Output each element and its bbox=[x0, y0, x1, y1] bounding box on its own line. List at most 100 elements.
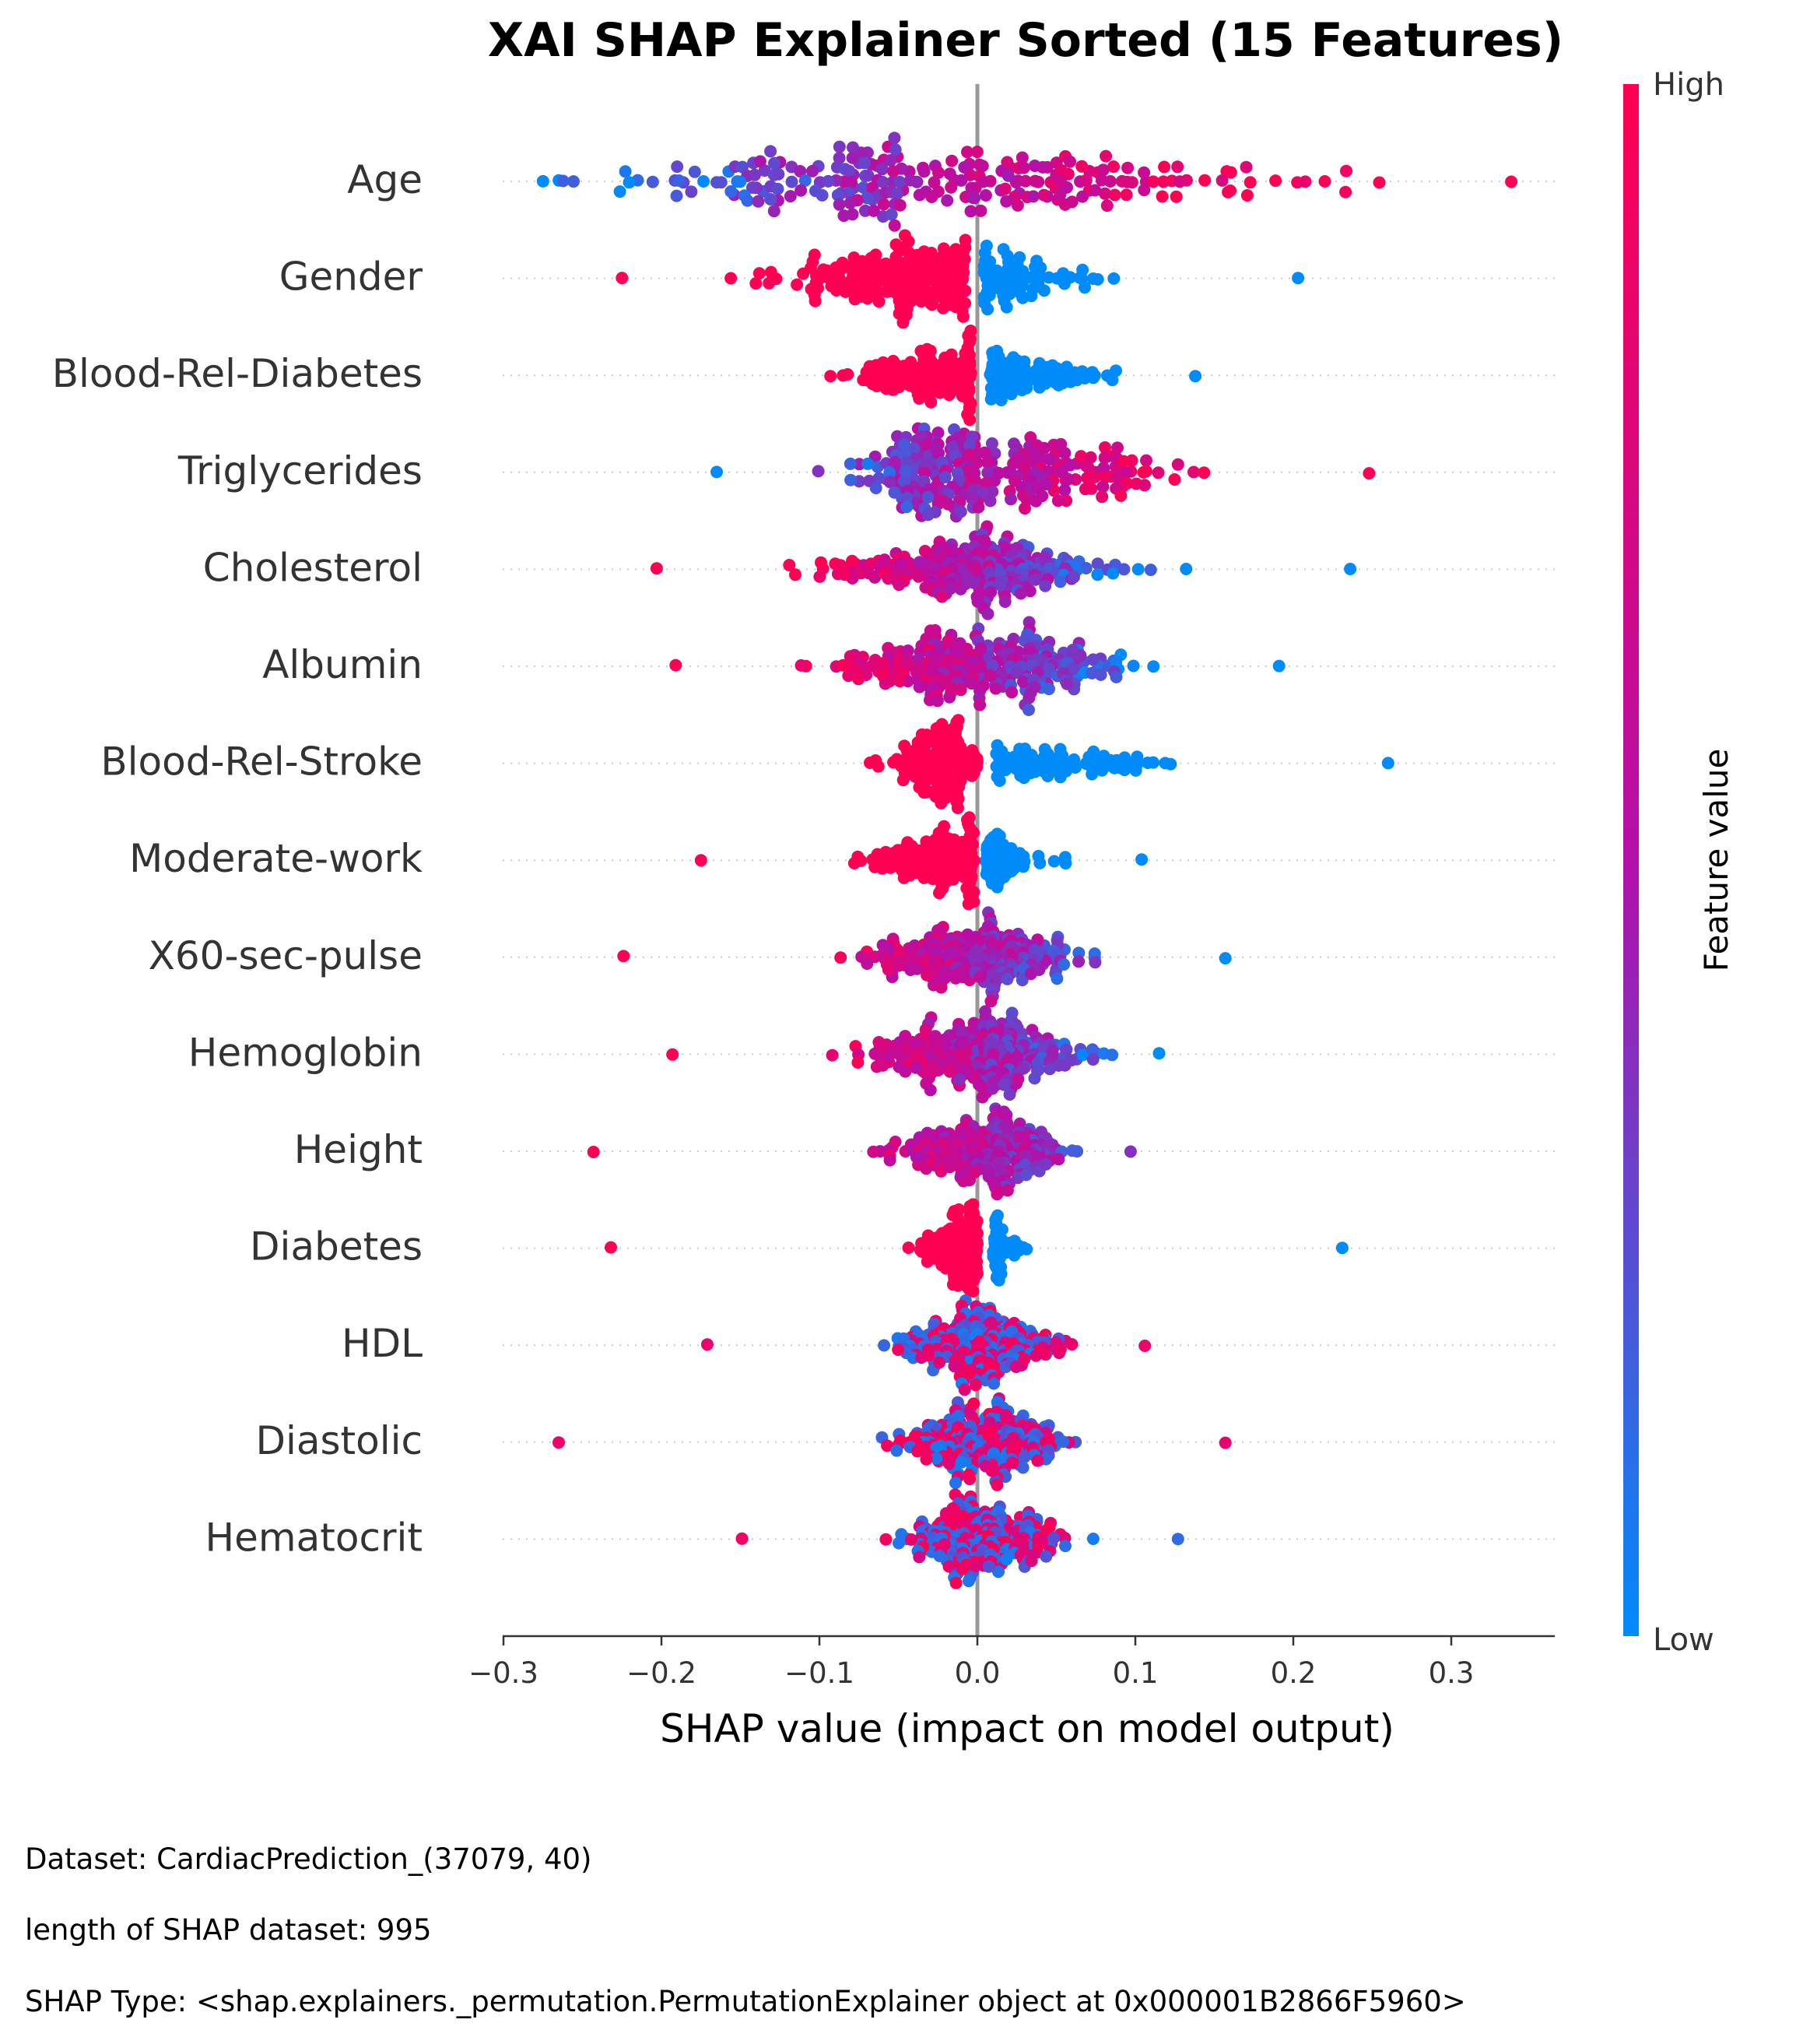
shap-point bbox=[1094, 668, 1107, 681]
shap-point bbox=[982, 1560, 995, 1573]
shap-point bbox=[1005, 493, 1017, 506]
x-tick-label: −0.2 bbox=[626, 1656, 696, 1690]
shap-point bbox=[851, 1056, 865, 1069]
shap-point bbox=[892, 959, 905, 972]
shap-point bbox=[981, 456, 994, 469]
shap-point bbox=[1008, 437, 1020, 451]
shap-point bbox=[1079, 281, 1091, 294]
shap-point bbox=[1012, 1244, 1026, 1257]
shap-point bbox=[907, 442, 921, 455]
shap-point bbox=[931, 694, 944, 708]
shap-point bbox=[1014, 587, 1027, 600]
shap-point bbox=[945, 154, 959, 167]
shap-point bbox=[1091, 557, 1104, 571]
shap-point bbox=[752, 267, 766, 280]
shap-point bbox=[841, 368, 854, 381]
shap-point bbox=[1124, 1145, 1137, 1158]
shap-point bbox=[973, 158, 987, 171]
shap-point bbox=[844, 196, 857, 209]
feature-label: Diastolic bbox=[255, 1418, 423, 1463]
shap-point bbox=[991, 1478, 1004, 1491]
shap-point bbox=[928, 1252, 942, 1265]
shap-point bbox=[1299, 175, 1312, 188]
shap-point bbox=[1086, 767, 1099, 781]
shap-point bbox=[872, 472, 886, 485]
shap-point bbox=[1012, 1073, 1025, 1086]
shap-point bbox=[999, 1246, 1012, 1259]
shap-point bbox=[587, 1146, 600, 1158]
shap-point bbox=[955, 1456, 968, 1469]
shap-point bbox=[913, 680, 926, 694]
shap-point bbox=[791, 278, 804, 291]
shap-point bbox=[963, 1473, 977, 1486]
shap-point bbox=[865, 659, 879, 673]
shap-point bbox=[984, 995, 998, 1008]
shap-point bbox=[986, 1082, 999, 1095]
shap-point bbox=[1019, 502, 1031, 515]
shap-point bbox=[822, 174, 835, 188]
shap-point bbox=[986, 659, 998, 672]
shap-point bbox=[977, 679, 990, 692]
shap-point bbox=[831, 188, 844, 202]
shap-point bbox=[616, 272, 629, 285]
shap-point bbox=[1033, 267, 1046, 280]
shap-point bbox=[921, 968, 934, 982]
feature-label: Albumin bbox=[262, 642, 423, 687]
shap-point bbox=[1016, 151, 1029, 164]
shap-point bbox=[1054, 175, 1068, 188]
shap-point bbox=[650, 562, 663, 575]
shap-point bbox=[976, 1090, 989, 1104]
shap-point bbox=[770, 272, 783, 286]
shap-point bbox=[966, 1285, 980, 1298]
shap-point bbox=[768, 156, 780, 170]
shap-point bbox=[1069, 761, 1082, 774]
shap-point bbox=[1108, 761, 1121, 774]
shap-point bbox=[958, 1383, 971, 1396]
shap-point bbox=[956, 971, 970, 984]
shap-point bbox=[1121, 161, 1135, 174]
shap-point bbox=[861, 457, 875, 470]
shap-point bbox=[1058, 958, 1071, 971]
shap-point bbox=[844, 650, 857, 663]
shap-point bbox=[968, 1166, 981, 1179]
shap-point bbox=[1144, 564, 1157, 577]
shap-point bbox=[903, 174, 917, 187]
shap-point bbox=[1180, 563, 1193, 575]
shap-point bbox=[1016, 1461, 1030, 1474]
shap-point bbox=[1168, 473, 1181, 486]
shap-point bbox=[932, 166, 945, 179]
shap-point bbox=[825, 279, 838, 293]
shap-point bbox=[978, 446, 991, 459]
shap-point bbox=[1054, 1343, 1067, 1356]
shap-point bbox=[1272, 659, 1286, 673]
shap-point bbox=[949, 1576, 963, 1589]
shap-point bbox=[883, 1154, 896, 1167]
shap-point bbox=[1029, 573, 1042, 586]
shap-point bbox=[1018, 1450, 1031, 1463]
shap-point bbox=[1114, 489, 1128, 502]
shap-point bbox=[879, 677, 892, 690]
shap-point bbox=[966, 769, 978, 782]
shap-point bbox=[1118, 764, 1131, 777]
shap-point bbox=[901, 644, 914, 657]
shap-point bbox=[672, 174, 686, 187]
shap-point bbox=[904, 1533, 917, 1546]
feature-label: Height bbox=[294, 1127, 423, 1172]
shap-point bbox=[1064, 155, 1076, 168]
shap-point bbox=[909, 770, 922, 783]
shap-point bbox=[1100, 149, 1113, 163]
shap-point bbox=[666, 1048, 679, 1061]
shap-point bbox=[816, 188, 829, 202]
shap-point bbox=[893, 1537, 905, 1550]
shap-point bbox=[893, 175, 907, 188]
shap-point bbox=[981, 303, 994, 316]
shap-point bbox=[1111, 441, 1124, 455]
shap-point bbox=[1075, 450, 1088, 463]
shap-point bbox=[1099, 471, 1112, 483]
shap-point bbox=[1505, 175, 1518, 188]
shap-point bbox=[893, 1060, 906, 1073]
shap-point bbox=[931, 427, 945, 439]
shap-point bbox=[795, 659, 808, 672]
shap-point bbox=[893, 198, 907, 212]
